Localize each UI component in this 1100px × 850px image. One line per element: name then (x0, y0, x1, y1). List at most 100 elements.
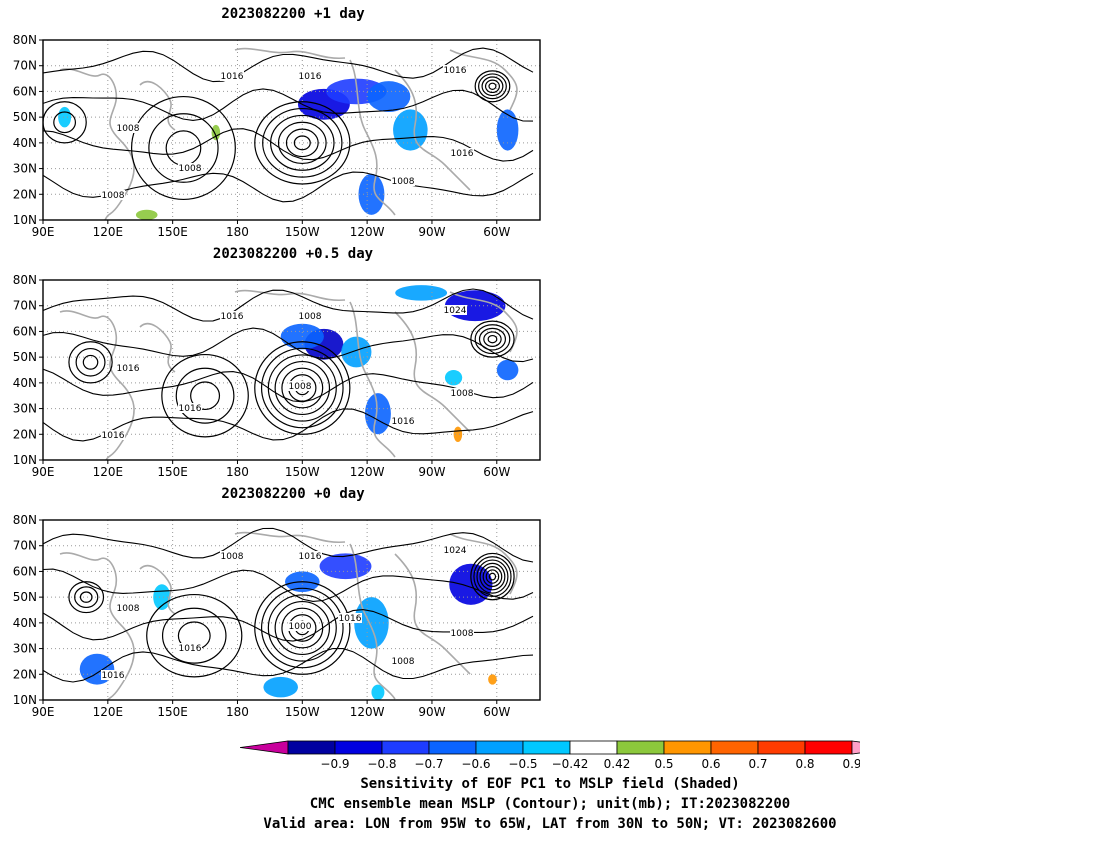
lat-tick-label: 60N (13, 564, 37, 578)
isobar-1-3 (161, 353, 249, 438)
contour-label: 1016 (221, 72, 244, 82)
contour-label: 1000 (289, 622, 312, 632)
contour-label: 1016 (339, 614, 362, 624)
isobar-0-5 (267, 594, 337, 662)
contour-label: 1016 (117, 364, 140, 374)
isobar-0-4 (270, 114, 335, 171)
isobar-1-1 (165, 130, 202, 166)
isobar-1-2 (175, 367, 235, 424)
isobar-2-6 (473, 556, 512, 598)
contour-label: 1008 (179, 164, 202, 174)
isobar-3-2 (43, 101, 87, 144)
panel-title-2: 2023082200 +0.5 day (212, 246, 374, 262)
isobar-3-1 (53, 111, 77, 134)
coastline-3 (349, 543, 396, 700)
lon-tick-label: 120E (93, 465, 124, 479)
sensitivity-shade-3 (364, 393, 391, 435)
isobar-0-6 (260, 587, 344, 669)
coastline-2 (234, 289, 346, 301)
lon-tick-label: 150W (285, 705, 320, 719)
map-panel-1: 1016 1016 1008 1008 1016 1016 1008 1008 80N 70N 60… (13, 33, 541, 239)
lat-tick-label: 60N (13, 84, 37, 98)
isobar-3-2 (75, 347, 106, 377)
map-frame (42, 519, 541, 701)
panel-title-1: 2023082200 +1 day (221, 6, 365, 22)
contour-label: 1008 (102, 191, 125, 201)
contour-label: 1016 (299, 552, 322, 562)
lon-tick-label: 60W (483, 465, 510, 479)
sensitivity-shade-5 (395, 285, 448, 301)
colorbar-cap-right (851, 740, 860, 755)
coastline-4 (394, 311, 471, 433)
lon-tick-label: 120W (350, 465, 385, 479)
colorbar-cell (710, 740, 759, 755)
isobar-0-2 (285, 128, 319, 158)
isobar-2-5 (474, 70, 511, 103)
lat-tick-label: 50N (13, 590, 37, 604)
lat-tick-label: 30N (13, 402, 37, 416)
contour-label: 1008 (392, 657, 415, 667)
isobar-2-2 (483, 331, 502, 347)
lon-tick-label: 90E (32, 705, 55, 719)
isobar-2-4 (478, 73, 507, 100)
isobar-2-2 (485, 569, 500, 584)
lat-tick-label: 60N (13, 324, 37, 338)
lat-tick-label: 10N (13, 213, 37, 227)
lat-tick-label: 50N (13, 110, 37, 124)
contour-label: 1008 (392, 177, 415, 187)
lat-tick-label: 20N (13, 187, 37, 201)
isobar-wave-1 (43, 568, 534, 602)
colorbar-cell (616, 740, 665, 755)
contour-label: 1016 (444, 66, 467, 76)
colorbar-cell (569, 740, 618, 755)
contour-label: 1008 (117, 604, 140, 614)
isobar-3-3 (68, 581, 105, 614)
contour-label: 1008 (117, 124, 140, 134)
lon-tick-label: 90W (418, 225, 445, 239)
isobar-3-1 (79, 591, 93, 603)
lat-tick-label: 80N (13, 33, 37, 47)
panel-title-3: 2023082200 +0 day (221, 486, 365, 502)
sensitivity-shade-2 (449, 563, 493, 605)
lon-tick-label: 90W (418, 705, 445, 719)
lat-tick-label: 50N (13, 350, 37, 364)
sensitivity-shade-8 (211, 124, 221, 141)
coastline-1 (139, 564, 176, 615)
lat-tick-label: 70N (13, 299, 37, 313)
isobar-2-3 (481, 76, 504, 97)
isobar-2-1 (488, 572, 497, 581)
footer-line-3: Valid area: LON from 95W to 65W, LAT fro… (263, 816, 837, 832)
coastline-2 (234, 531, 346, 543)
colorbar-cell (334, 740, 383, 755)
isobar-0-4 (274, 360, 331, 416)
colorbar-tick-label: −0.42 (552, 757, 589, 771)
coastline-3 (349, 59, 396, 216)
isobar-2-3 (478, 327, 507, 351)
colorbar-cell (428, 740, 477, 755)
coastline-0 (59, 552, 135, 700)
map-panel-3: 1008 1016 1008 1016 1024 1008 1008 1016 1000 1016… (13, 513, 541, 719)
coastline-3 (349, 301, 396, 458)
contour-label: 1008 (289, 382, 312, 392)
sensitivity-shade-5 (263, 676, 298, 698)
colorbar-cell (663, 740, 712, 755)
lat-tick-label: 30N (13, 642, 37, 656)
isobar-wave-1 (43, 88, 534, 122)
lon-tick-label: 90E (32, 225, 55, 239)
isobar-1-2 (148, 113, 219, 183)
lon-tick-label: 120W (350, 225, 385, 239)
isobar-wave-3 (43, 408, 534, 442)
colorbar-tick-label: −0.5 (508, 757, 537, 771)
isobar-3-2 (74, 586, 99, 609)
coastline-1 (139, 322, 176, 373)
isobar-1-2 (161, 607, 227, 664)
isobar-0-4 (274, 600, 331, 656)
isobar-0-3 (277, 121, 327, 165)
isobar-0-7 (254, 341, 351, 435)
isobar-2-5 (470, 320, 515, 358)
lon-tick-label: 150E (157, 465, 188, 479)
contour-label: 1016 (102, 671, 125, 681)
contour-label: 1008 (299, 312, 322, 322)
coastline-1 (139, 80, 176, 131)
colorbar-cell (287, 740, 336, 755)
